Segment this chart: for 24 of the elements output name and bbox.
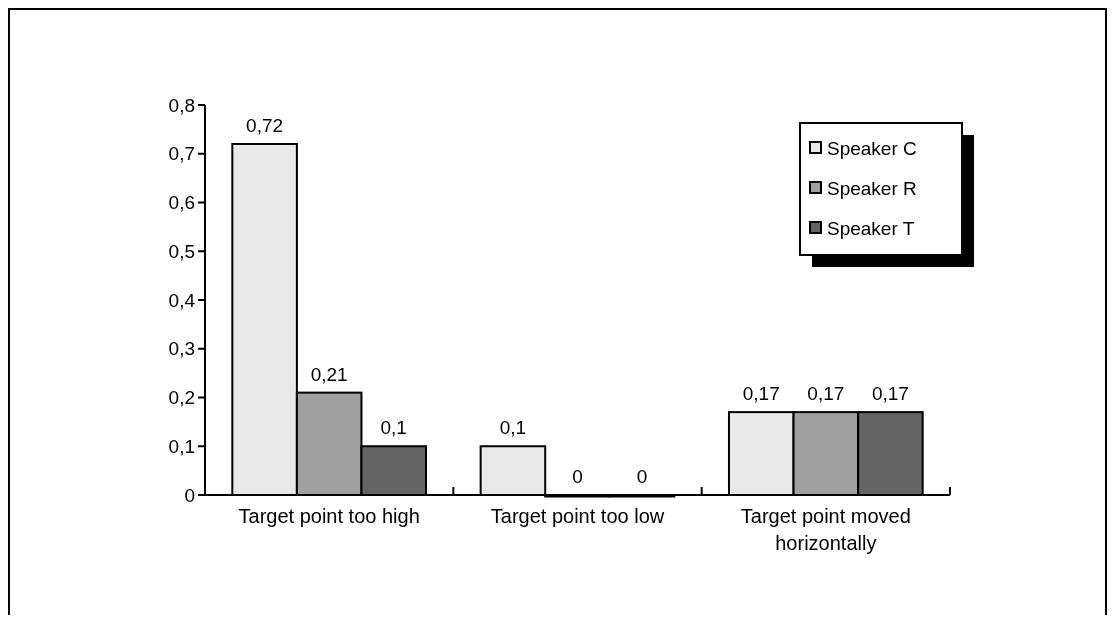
legend-label: Speaker C (827, 137, 917, 159)
y-tick-label: 0,7 (168, 143, 195, 165)
data-label: 0,1 (499, 417, 527, 439)
data-label: 0,72 (246, 115, 284, 136)
y-tick-label: 0,5 (168, 240, 195, 262)
data-label: 0 (636, 466, 648, 487)
legend-label: Speaker T (827, 217, 915, 239)
data-label: 0,17 (871, 383, 909, 405)
y-tick-label: 0,1 (168, 435, 195, 457)
data-label: 0 (572, 466, 583, 487)
x-tick-label: Target point too high (238, 505, 420, 527)
y-tick-label: 0,8 (168, 94, 195, 116)
y-tick-label: 0,2 (168, 387, 195, 409)
x-tick-label: Target point moved horizontally (740, 505, 911, 554)
data-label: 0,17 (807, 383, 845, 405)
data-label: 0,21 (310, 363, 348, 385)
y-tick-label: 0,4 (168, 289, 196, 311)
x-tick-label: Target point too low (490, 505, 665, 527)
legend-label: Speaker R (827, 177, 917, 199)
y-tick-label: 0,3 (168, 338, 195, 360)
y-tick-label: 0,6 (168, 192, 195, 214)
data-label: 0,17 (742, 383, 780, 405)
y-tick-label: 0 (184, 484, 195, 506)
data-label: 0,1 (380, 417, 407, 439)
